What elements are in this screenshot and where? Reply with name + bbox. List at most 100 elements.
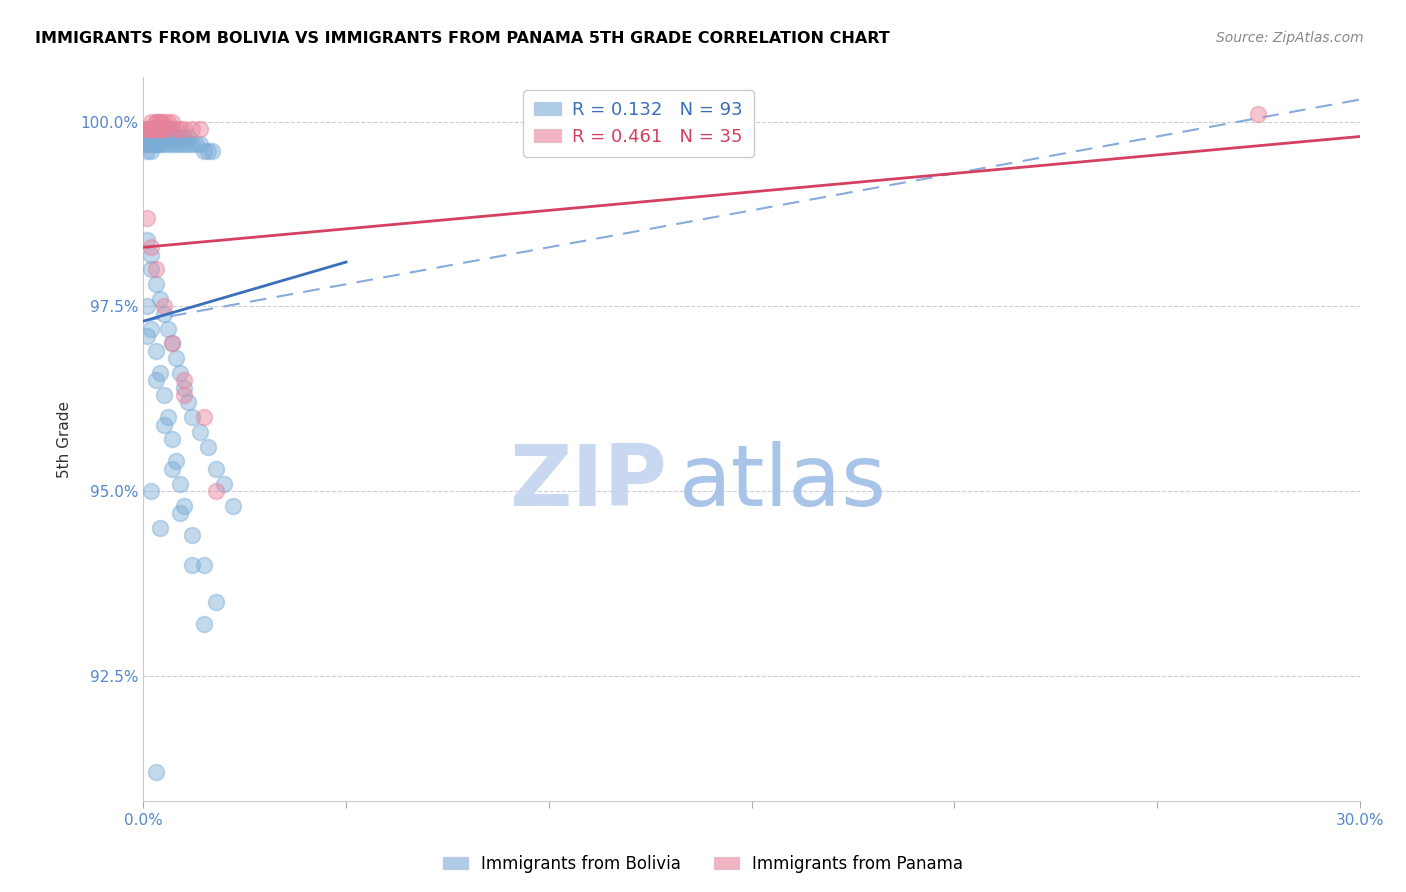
Point xyxy=(136,145,159,159)
Text: atlas: atlas xyxy=(679,442,887,524)
Point xyxy=(169,366,191,380)
Point xyxy=(160,462,183,476)
Point xyxy=(145,122,167,136)
Point xyxy=(156,129,179,144)
Point xyxy=(145,122,167,136)
Point xyxy=(141,122,163,136)
Point xyxy=(181,558,204,572)
Point xyxy=(214,476,236,491)
Point xyxy=(149,366,172,380)
Point xyxy=(145,373,167,387)
Point xyxy=(156,410,179,425)
Point xyxy=(169,136,191,151)
Point xyxy=(136,129,159,144)
Point xyxy=(136,299,159,313)
Point xyxy=(149,122,172,136)
Point xyxy=(145,114,167,128)
Point xyxy=(188,122,211,136)
Point xyxy=(152,114,174,128)
Point xyxy=(141,145,163,159)
Point xyxy=(141,122,163,136)
Point xyxy=(165,129,187,144)
Point xyxy=(165,351,187,365)
Point xyxy=(149,114,172,128)
Point xyxy=(152,388,174,402)
Point xyxy=(145,136,167,151)
Point xyxy=(173,136,195,151)
Point xyxy=(205,462,228,476)
Point xyxy=(145,122,167,136)
Point xyxy=(149,129,172,144)
Y-axis label: 5th Grade: 5th Grade xyxy=(58,401,72,478)
Legend: R = 0.132   N = 93, R = 0.461   N = 35: R = 0.132 N = 93, R = 0.461 N = 35 xyxy=(523,90,754,157)
Point xyxy=(141,129,163,144)
Point xyxy=(145,122,167,136)
Point xyxy=(177,129,200,144)
Point xyxy=(141,262,163,277)
Text: Source: ZipAtlas.com: Source: ZipAtlas.com xyxy=(1216,31,1364,45)
Point xyxy=(169,122,191,136)
Point xyxy=(136,329,159,343)
Point xyxy=(152,129,174,144)
Point xyxy=(160,336,183,351)
Point xyxy=(156,136,179,151)
Point xyxy=(184,136,207,151)
Point xyxy=(173,122,195,136)
Point xyxy=(136,122,159,136)
Point xyxy=(152,136,174,151)
Point xyxy=(141,136,163,151)
Point xyxy=(145,129,167,144)
Point xyxy=(173,388,195,402)
Point xyxy=(188,136,211,151)
Point xyxy=(169,506,191,520)
Point xyxy=(181,410,204,425)
Point xyxy=(136,129,159,144)
Point xyxy=(1247,107,1270,121)
Point xyxy=(149,129,172,144)
Point xyxy=(169,476,191,491)
Point xyxy=(177,395,200,409)
Point xyxy=(181,136,204,151)
Point xyxy=(149,521,172,535)
Point xyxy=(193,558,215,572)
Point xyxy=(152,307,174,321)
Point xyxy=(160,122,183,136)
Point xyxy=(221,499,243,513)
Point xyxy=(145,114,167,128)
Point xyxy=(152,122,174,136)
Point xyxy=(141,122,163,136)
Point xyxy=(205,595,228,609)
Point xyxy=(145,343,167,358)
Point xyxy=(145,277,167,292)
Point xyxy=(160,136,183,151)
Point xyxy=(141,248,163,262)
Legend: Immigrants from Bolivia, Immigrants from Panama: Immigrants from Bolivia, Immigrants from… xyxy=(436,848,970,880)
Point xyxy=(156,114,179,128)
Point xyxy=(152,122,174,136)
Point xyxy=(141,240,163,254)
Point xyxy=(193,145,215,159)
Point xyxy=(145,136,167,151)
Point xyxy=(197,145,219,159)
Point xyxy=(173,129,195,144)
Point xyxy=(205,483,228,498)
Point xyxy=(145,262,167,277)
Point xyxy=(149,136,172,151)
Point xyxy=(177,136,200,151)
Point xyxy=(181,528,204,542)
Point xyxy=(160,129,183,144)
Point xyxy=(169,129,191,144)
Point xyxy=(156,122,179,136)
Point xyxy=(145,764,167,779)
Point xyxy=(149,122,172,136)
Point xyxy=(165,454,187,468)
Point xyxy=(136,136,159,151)
Point xyxy=(173,381,195,395)
Point xyxy=(136,122,159,136)
Point xyxy=(156,129,179,144)
Text: IMMIGRANTS FROM BOLIVIA VS IMMIGRANTS FROM PANAMA 5TH GRADE CORRELATION CHART: IMMIGRANTS FROM BOLIVIA VS IMMIGRANTS FR… xyxy=(35,31,890,46)
Point xyxy=(165,136,187,151)
Point xyxy=(152,417,174,432)
Point xyxy=(149,136,172,151)
Point xyxy=(193,410,215,425)
